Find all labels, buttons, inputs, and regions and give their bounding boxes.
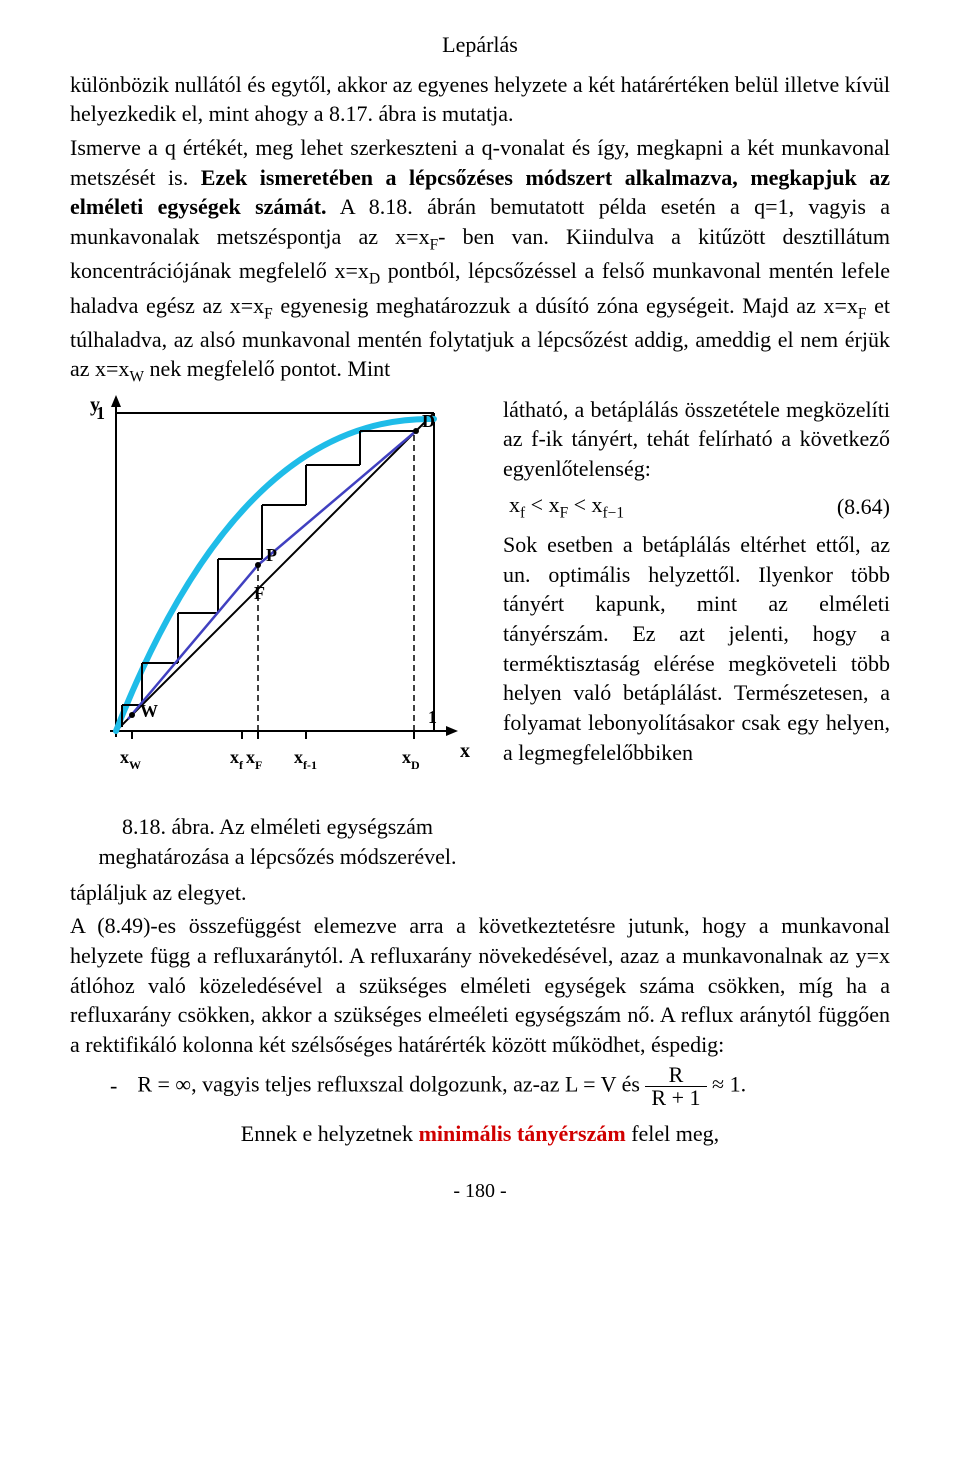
approx: ≈ 1. [707, 1071, 747, 1096]
svg-text:1: 1 [96, 403, 105, 423]
side-p1: látható, a betáplálás összetétele megköz… [503, 395, 890, 484]
fraction: R R + 1 [645, 1064, 706, 1109]
p2-sub1: F [430, 237, 439, 254]
figure-818: y11xDPFWxWxfxFxf-1xD [70, 395, 485, 795]
min-b: felel meg, [626, 1121, 719, 1146]
side-text: látható, a betáplálás összetétele megköz… [503, 395, 890, 872]
p2-sub3: F [264, 305, 273, 322]
frac-den: R + 1 [645, 1087, 706, 1109]
p2-e: egyenesig meghatározzuk a dúsító zóna eg… [273, 293, 858, 318]
bullet-d: és [616, 1071, 645, 1096]
p2-g: nek megfelelő pontot. Mint [144, 356, 390, 381]
min-a: Ennek e helyzetnek [241, 1121, 419, 1146]
svg-text:F: F [254, 583, 265, 603]
svg-text:1: 1 [428, 707, 437, 727]
paragraph-2: Ismerve a q értékét, meg lehet szerkeszt… [70, 133, 890, 389]
running-head: Lepárlás [70, 30, 890, 60]
svg-text:x: x [460, 740, 470, 762]
eq-x3: x [592, 492, 603, 517]
frac-num: R [645, 1064, 706, 1087]
page-number: - 180 - [70, 1178, 890, 1205]
eq-number: (8.64) [837, 492, 890, 522]
bullet-c: L = V [565, 1071, 616, 1096]
paragraph-cont: tápláljuk az elegyet. [70, 878, 890, 908]
bullet-dash: - [110, 1071, 117, 1101]
paragraph-1: különbözik nullától és egytől, akkor az … [70, 70, 890, 129]
bullet-b: , vagyis teljes refluxszal dolgozunk, az… [191, 1071, 565, 1096]
eq-sub-fm1: f−1 [603, 504, 625, 521]
eq-sub-F: F [560, 504, 569, 521]
side-p2: Sok esetben a betáplálás eltérhet ettől,… [503, 530, 890, 768]
p2-sub2: D [369, 271, 380, 288]
p2-sub5: W [129, 369, 144, 386]
svg-text:W: W [140, 701, 158, 721]
eq-lt1: < [525, 492, 548, 517]
paragraph-3: A (8.49)-es összefüggést elemezve arra a… [70, 911, 890, 1059]
eq-x1: x [509, 492, 520, 517]
bullet-line: - R = ∞, vagyis teljes refluxszal dolgoz… [70, 1064, 890, 1109]
svg-text:D: D [422, 411, 435, 431]
bullet-a: R = ∞ [137, 1071, 191, 1096]
equation-864: xf < xF < xf−1 (8.64) [503, 490, 890, 524]
svg-text:P: P [266, 545, 277, 565]
eq-x2: x [549, 492, 560, 517]
min-plate-line: Ennek e helyzetnek minimális tányérszám … [70, 1119, 890, 1149]
eq-lt2: < [568, 492, 591, 517]
figure-caption: 8.18. ábra. Az elméleti egységszám megha… [70, 812, 485, 871]
min-red: minimális tányérszám [419, 1121, 626, 1146]
